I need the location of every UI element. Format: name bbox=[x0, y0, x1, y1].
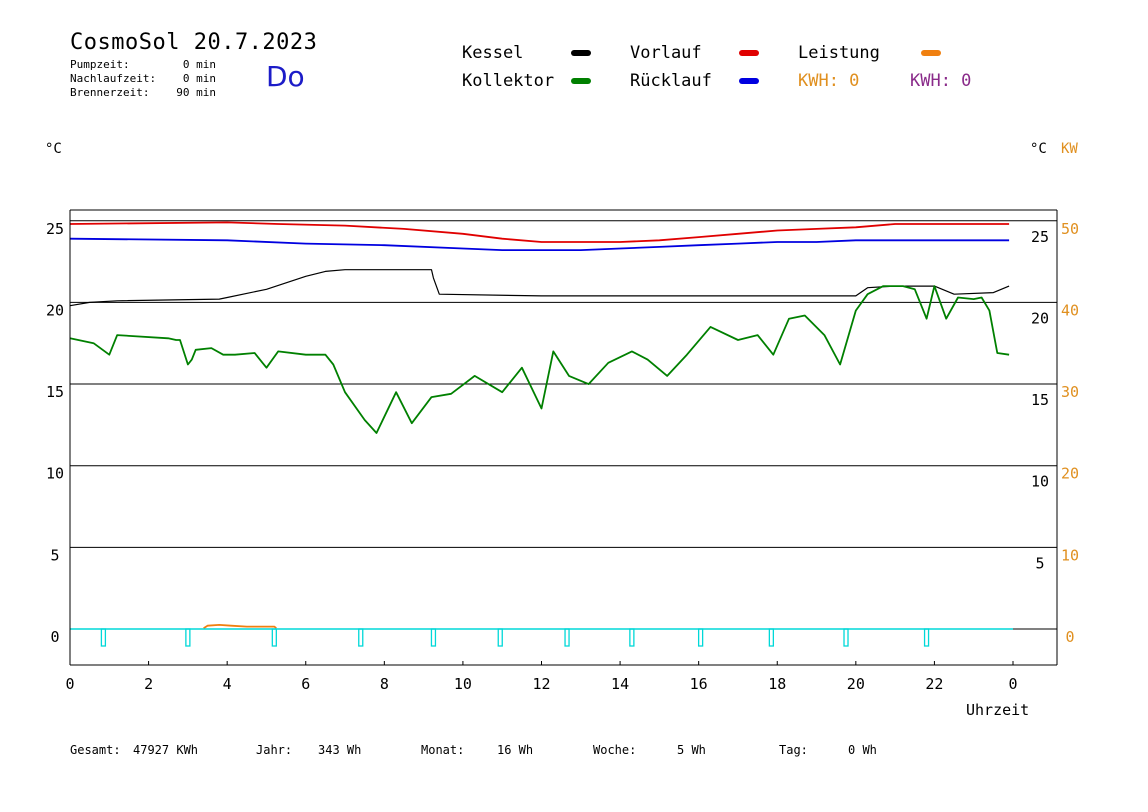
legend-label-ruecklauf: Rücklauf bbox=[630, 71, 712, 91]
y-tick-label-right-temp: 20 bbox=[1031, 309, 1049, 327]
footer-jahr-value: 343 Wh bbox=[318, 743, 362, 757]
legend-swatch-ruecklauf bbox=[739, 78, 759, 84]
x-tick-label: 0 bbox=[1008, 675, 1017, 693]
pump-pulse-marker bbox=[497, 628, 503, 647]
legend-swatch-kessel bbox=[571, 50, 591, 56]
series-line-vorlauf bbox=[69, 221, 1010, 243]
unit-right-kw: KW bbox=[1061, 141, 1078, 157]
weekday-label: Do bbox=[266, 60, 305, 93]
footer-tag-value: 0 Wh bbox=[848, 743, 877, 757]
kwh-purple-label: KWH: 0 bbox=[910, 71, 972, 91]
pump-pulse-marker bbox=[564, 628, 570, 647]
footer-monat-value: 16 Wh bbox=[497, 743, 534, 757]
pump-pulse-marker bbox=[271, 628, 277, 647]
x-tick-label: 12 bbox=[532, 675, 550, 693]
kwh-orange-label: KWH: 0 bbox=[798, 71, 860, 91]
footer-woche-label: Woche: bbox=[593, 743, 637, 757]
unit-left-celsius: °C bbox=[45, 141, 62, 157]
pump-pulse-marker bbox=[697, 628, 704, 647]
y-tick-label-right-power: 20 bbox=[1061, 465, 1079, 483]
y-tick-label-left: 25 bbox=[46, 220, 64, 238]
x-tick-label: 2 bbox=[144, 675, 153, 693]
y-tick-label-left: 5 bbox=[50, 546, 59, 564]
pump-pulse-marker bbox=[768, 628, 775, 647]
legend-swatch-kollektor bbox=[571, 78, 591, 84]
pump-pulse-marker bbox=[923, 628, 930, 647]
page-title: CosmoSol 20.7.2023 bbox=[70, 30, 318, 55]
legend-label-kessel: Kessel bbox=[462, 43, 524, 63]
x-tick-label: 4 bbox=[223, 675, 232, 693]
x-axis-label: Uhrzeit bbox=[966, 701, 1029, 719]
y-tick-label-right-power: 0 bbox=[1065, 628, 1074, 646]
unit-right-celsius: °C bbox=[1030, 141, 1047, 157]
pump-pulse-marker bbox=[100, 628, 107, 647]
y-tick-label-right-power: 10 bbox=[1061, 546, 1079, 564]
pump-pulse-marker bbox=[430, 628, 437, 647]
y-tick-label-left: 0 bbox=[50, 628, 59, 646]
y-tick-label-right-temp: 10 bbox=[1031, 473, 1049, 491]
stat-value-nachlaufzeit: 0 min bbox=[182, 72, 216, 85]
x-tick-label: 0 bbox=[65, 675, 74, 693]
x-tick-label: 6 bbox=[301, 675, 310, 693]
legend-label-kollektor: Kollektor bbox=[462, 71, 555, 91]
stat-label-pumpzeit: Pumpzeit: bbox=[70, 58, 130, 71]
footer-jahr-label: Jahr: bbox=[256, 743, 293, 757]
x-tick-label: 20 bbox=[847, 675, 865, 693]
legend-swatch-vorlauf bbox=[739, 50, 759, 56]
footer-gesamt-value: 47927 KWh bbox=[133, 743, 199, 757]
y-tick-label-right-power: 30 bbox=[1061, 383, 1079, 401]
y-tick-label-left: 10 bbox=[46, 465, 64, 483]
stat-label-nachlaufzeit: Nachlaufzeit: bbox=[70, 72, 157, 85]
footer-tag-label: Tag: bbox=[779, 743, 808, 757]
legend-swatch-leistung bbox=[921, 50, 941, 56]
pump-pulse-marker bbox=[358, 628, 364, 647]
footer-monat-label: Monat: bbox=[421, 743, 465, 757]
series-line-ruecklauf bbox=[69, 237, 1010, 252]
x-tick-label: 16 bbox=[690, 675, 708, 693]
x-tick-label: 8 bbox=[380, 675, 389, 693]
x-tick-label: 14 bbox=[611, 675, 629, 693]
series-line-leistung bbox=[203, 624, 277, 629]
x-tick-label: 10 bbox=[454, 675, 472, 693]
pump-pulse-marker bbox=[185, 628, 191, 647]
y-tick-label-left: 15 bbox=[46, 383, 64, 401]
series-line-kessel bbox=[69, 269, 1010, 307]
footer-gesamt-label: Gesamt: bbox=[70, 743, 121, 757]
y-tick-label-right-temp: 25 bbox=[1031, 228, 1049, 246]
y-tick-label-right-temp: 5 bbox=[1035, 554, 1044, 572]
x-tick-label: 18 bbox=[768, 675, 786, 693]
stat-value-brennerzeit: 90 min bbox=[176, 86, 216, 99]
pump-pulse-marker bbox=[629, 628, 635, 647]
stat-label-brennerzeit: Brennerzeit: bbox=[70, 86, 150, 99]
legend-label-leistung: Leistung bbox=[798, 43, 880, 63]
footer-woche-value: 5 Wh bbox=[677, 743, 706, 757]
series-line-kollektor bbox=[69, 285, 1010, 434]
x-tick-label: 22 bbox=[925, 675, 943, 693]
y-tick-label-right-power: 40 bbox=[1061, 301, 1079, 319]
legend-label-vorlauf: Vorlauf bbox=[630, 43, 702, 63]
pump-pulse-marker bbox=[843, 628, 849, 647]
stat-value-pumpzeit: 0 min bbox=[182, 58, 216, 71]
y-tick-label-right-temp: 15 bbox=[1031, 391, 1049, 409]
y-tick-label-left: 20 bbox=[46, 301, 64, 319]
y-tick-label-right-power: 50 bbox=[1061, 220, 1079, 238]
